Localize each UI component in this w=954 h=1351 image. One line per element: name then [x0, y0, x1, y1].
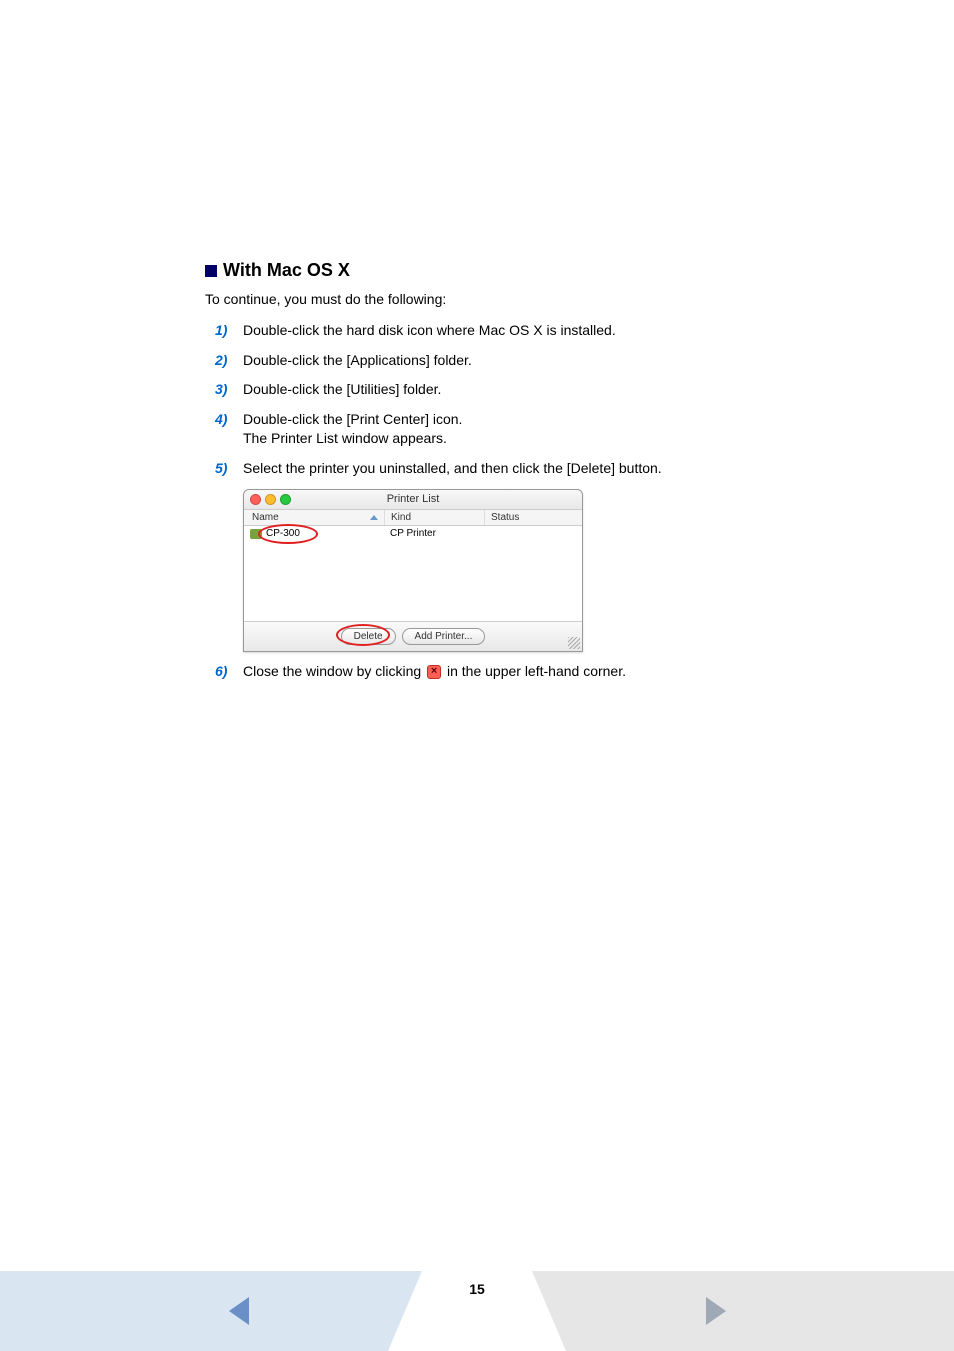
step-2: 2) Double-click the [Applications] folde… [215, 351, 834, 371]
step-text-before: Close the window by clicking [243, 663, 425, 679]
next-page-button[interactable] [706, 1297, 726, 1325]
table-header: Name Kind Status [244, 510, 582, 526]
step-number: 3) [215, 380, 243, 400]
sort-ascending-icon [370, 515, 378, 520]
step-text: Select the printer you uninstalled, and … [243, 459, 662, 479]
section-bullet-icon [205, 265, 217, 277]
printer-list-screenshot: Printer List Name Kind Status CP-300 CP … [243, 489, 834, 652]
resize-grip-icon[interactable] [568, 637, 580, 649]
step-text: Double-click the hard disk icon where Ma… [243, 321, 616, 341]
table-row[interactable]: CP-300 CP Printer [244, 526, 582, 542]
printer-table-body: CP-300 CP Printer [244, 526, 582, 621]
step-text: Close the window by clicking in the uppe… [243, 662, 626, 682]
mac-titlebar: Printer List [244, 490, 582, 510]
printer-name-cell: CP-300 [266, 528, 384, 539]
delete-button[interactable]: Delete [341, 628, 396, 645]
step-text: Double-click the [Utilities] folder. [243, 380, 441, 400]
step-number: 2) [215, 351, 243, 371]
step-4: 4) Double-click the [Print Center] icon.… [215, 410, 834, 449]
window-footer: Delete Add Printer... [244, 621, 582, 651]
zoom-icon[interactable] [280, 494, 291, 505]
window-title: Printer List [244, 493, 582, 505]
intro-text: To continue, you must do the following: [205, 291, 834, 307]
add-printer-button[interactable]: Add Printer... [402, 628, 486, 645]
previous-page-button[interactable] [229, 1297, 249, 1325]
step-text: Double-click the [Print Center] icon. Th… [243, 410, 462, 449]
step-number: 6) [215, 662, 243, 682]
section-title: With Mac OS X [223, 260, 350, 281]
step-number: 4) [215, 410, 243, 449]
footer-nav: 15 [0, 1271, 954, 1351]
step-5: 5) Select the printer you uninstalled, a… [215, 459, 834, 479]
column-header-kind[interactable]: Kind [384, 510, 484, 525]
step-list: 1) Double-click the hard disk icon where… [215, 321, 834, 479]
column-header-status[interactable]: Status [484, 510, 582, 525]
column-label: Name [252, 512, 279, 523]
step-text: Double-click the [Applications] folder. [243, 351, 472, 371]
section-header: With Mac OS X [205, 260, 834, 281]
step-number: 1) [215, 321, 243, 341]
close-icon[interactable] [250, 494, 261, 505]
page-number: 15 [469, 1281, 485, 1297]
traffic-lights [250, 494, 291, 505]
step-3: 3) Double-click the [Utilities] folder. [215, 380, 834, 400]
step-text-after: in the upper left-hand corner. [447, 663, 626, 679]
column-header-name[interactable]: Name [244, 512, 384, 523]
printer-kind-cell: CP Printer [384, 528, 484, 539]
close-icon [427, 665, 441, 679]
step-list-continued: 6) Close the window by clicking in the u… [215, 662, 834, 682]
minimize-icon[interactable] [265, 494, 276, 505]
step-6: 6) Close the window by clicking in the u… [215, 662, 834, 682]
printer-icon [250, 529, 262, 539]
mac-window: Printer List Name Kind Status CP-300 CP … [243, 489, 583, 652]
step-number: 5) [215, 459, 243, 479]
step-1: 1) Double-click the hard disk icon where… [215, 321, 834, 341]
